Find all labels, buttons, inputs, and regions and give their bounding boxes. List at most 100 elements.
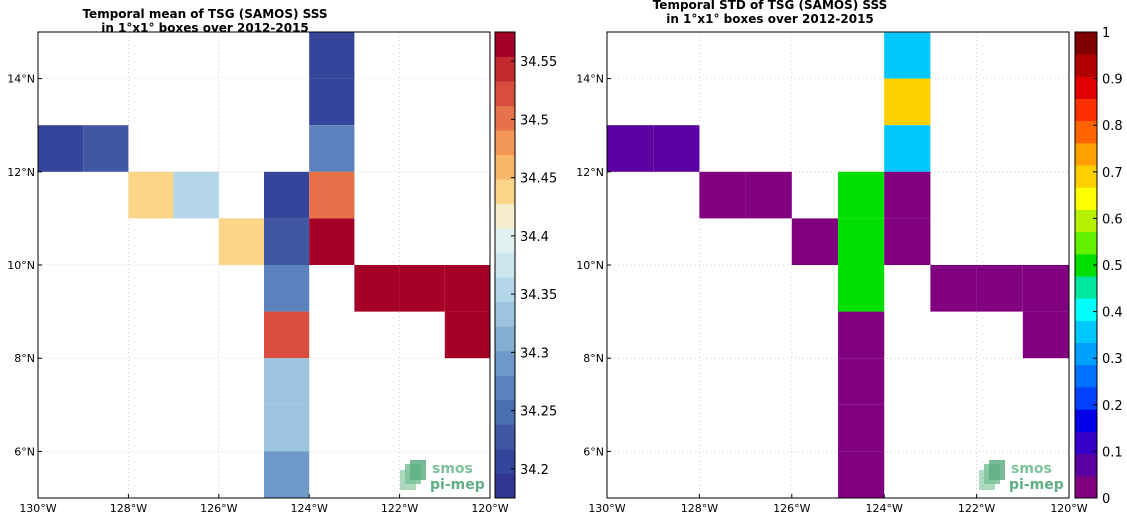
mean-y-tick-label-2: 10°N — [7, 259, 35, 272]
std-colorbar: 0 0.1 0.2 0.3 0.4 0.5 0.6 0.7 0.8 0.9 1 — [1074, 26, 1123, 507]
std-colorbar-bin-20 — [1075, 32, 1097, 55]
std-logo-text-line-1: smos — [1011, 461, 1052, 477]
mean-cell-18 — [264, 358, 310, 405]
std-cell-15 — [1022, 265, 1069, 312]
mean-cell-12 — [264, 265, 310, 312]
mean-colorbar-bin-7 — [495, 301, 515, 327]
std-x-tick-label-4: 122°W — [958, 502, 995, 515]
mean-y-tick-label-1: 8°N — [14, 352, 35, 365]
std-colorbar-tick-label-5: 0.5 — [1102, 259, 1123, 274]
std-colorbar-bin-18 — [1075, 76, 1097, 99]
std-cell-3 — [607, 125, 654, 172]
std-x-tick-label-1: 128°W — [681, 502, 718, 515]
std-colorbar-bin-2 — [1075, 431, 1097, 455]
mean-logo-text-line-1: smos — [432, 461, 473, 477]
mean-colorbar-tick-label-4: 34.4 — [520, 230, 549, 245]
mean-sss-panel: Temporal mean of TSG (SAMOS) SSS in 1°x1… — [7, 7, 557, 515]
mean-colorbar-bin-13 — [495, 154, 515, 180]
mean-logo-mark-front — [410, 460, 426, 480]
std-colorbar-bin-13 — [1075, 187, 1097, 210]
std-colorbar-tick-label-0: 0 — [1102, 492, 1110, 507]
std-colorbar-bin-15 — [1075, 142, 1097, 166]
mean-cell-4 — [83, 125, 129, 172]
mean-cell-1 — [309, 78, 355, 126]
std-cell-11 — [884, 171, 931, 219]
mean-colorbar-bin-17 — [495, 56, 515, 82]
std-colorbar-bin-0 — [1075, 475, 1097, 499]
std-cell-10 — [838, 265, 885, 312]
mean-x-tick-label-1: 128°W — [110, 502, 147, 515]
mean-cell-3 — [38, 125, 84, 172]
std-colorbar-bin-6 — [1075, 342, 1097, 366]
std-cell-9 — [838, 218, 885, 265]
std-cell-18 — [838, 358, 885, 405]
std-y-axis: 6°N 8°N 10°N 12°N 14°N — [576, 73, 611, 458]
std-x-tick-label-3: 124°W — [866, 502, 903, 515]
std-colorbar-bin-8 — [1075, 298, 1097, 321]
mean-x-tick-label-2: 126°W — [200, 502, 237, 515]
std-cells — [607, 32, 1069, 498]
std-colorbar-bin-5 — [1075, 364, 1097, 388]
mean-colorbar-bin-3 — [495, 399, 515, 425]
std-y-tick-label-4: 14°N — [576, 73, 604, 86]
std-sss-panel: Temporal STD of TSG (SAMOS) SSS in 1°x1°… — [576, 0, 1122, 515]
mean-colorbar-bin-14 — [495, 130, 515, 156]
std-colorbar-bin-17 — [1075, 98, 1097, 122]
mean-colorbar-tick-label-5: 34.45 — [520, 172, 557, 187]
mean-colorbar-bin-18 — [495, 32, 515, 57]
mean-colorbar-tick-label-2: 34.3 — [520, 346, 549, 361]
mean-colorbar-bin-11 — [495, 203, 515, 229]
std-colorbar-bin-3 — [1075, 409, 1097, 432]
mean-chart-title-line-2: in 1°x1° boxes over 2012-2015 — [101, 21, 309, 35]
mean-colorbar-tick-label-0: 34.2 — [520, 463, 549, 478]
mean-y-axis: 6°N 8°N 10°N 12°N 14°N — [7, 73, 42, 458]
mean-cell-10 — [264, 218, 310, 265]
std-colorbar-bin-9 — [1075, 276, 1097, 299]
mean-x-tick-label-5: 120°W — [471, 502, 508, 515]
mean-colorbar-bin-6 — [495, 326, 515, 352]
mean-cell-19 — [264, 404, 310, 452]
mean-y-tick-label-0: 6°N — [14, 445, 35, 458]
std-x-tick-label-5: 120°W — [1050, 502, 1087, 515]
mean-colorbar-bin-1 — [495, 448, 515, 474]
std-colorbar-bin-1 — [1075, 453, 1097, 477]
mean-x-tick-label-0: 130°W — [19, 502, 56, 515]
std-colorbar-tick-label-10: 1 — [1102, 26, 1110, 41]
std-colorbar-bin-11 — [1075, 231, 1097, 255]
std-x-tick-label-0: 130°W — [588, 502, 625, 515]
std-cell-12 — [884, 218, 931, 265]
mean-y-tick-label-3: 12°N — [7, 166, 35, 179]
std-cell-1 — [884, 78, 931, 126]
std-y-tick-label-3: 12°N — [576, 166, 604, 179]
mean-cell-20 — [264, 451, 310, 498]
std-logo-mark-front — [989, 460, 1005, 480]
std-colorbar-bin-10 — [1075, 253, 1097, 277]
mean-cell-15 — [444, 265, 490, 312]
mean-logo-text-line-2: pi-mep — [430, 477, 485, 493]
mean-colorbar-bin-8 — [495, 277, 515, 303]
mean-colorbar-tick-label-7: 34.55 — [520, 55, 557, 70]
mean-x-axis: 130°W 128°W 126°W 124°W 122°W 120°W — [19, 494, 509, 515]
mean-colorbar-bin-5 — [495, 350, 515, 376]
std-colorbar-bin-19 — [1075, 54, 1097, 77]
std-y-tick-label-1: 8°N — [583, 352, 604, 365]
std-cell-16 — [1022, 311, 1069, 359]
std-colorbar-tick-label-4: 0.4 — [1102, 306, 1123, 321]
mean-cell-7 — [264, 171, 310, 219]
std-cell-0 — [884, 32, 931, 79]
std-cell-6 — [745, 171, 792, 219]
mean-colorbar-tick-label-6: 34.5 — [520, 113, 549, 128]
mean-chart-title-line-1: Temporal mean of TSG (SAMOS) SSS — [82, 7, 327, 21]
std-colorbar-tick-label-2: 0.2 — [1102, 399, 1123, 414]
std-colorbar-bin-7 — [1075, 320, 1097, 344]
mean-cell-9 — [218, 218, 264, 265]
std-x-tick-label-2: 126°W — [773, 502, 810, 515]
mean-x-tick-label-3: 124°W — [291, 502, 328, 515]
mean-cells — [38, 32, 490, 498]
std-chart-title-line-1: Temporal STD of TSG (SAMOS) SSS — [653, 0, 888, 12]
std-logo-text-line-2: pi-mep — [1009, 477, 1064, 493]
mean-colorbar-bin-2 — [495, 424, 515, 450]
mean-colorbar: 34.2 34.25 34.3 34.35 34.4 34.45 34.5 34.55 — [494, 31, 557, 499]
